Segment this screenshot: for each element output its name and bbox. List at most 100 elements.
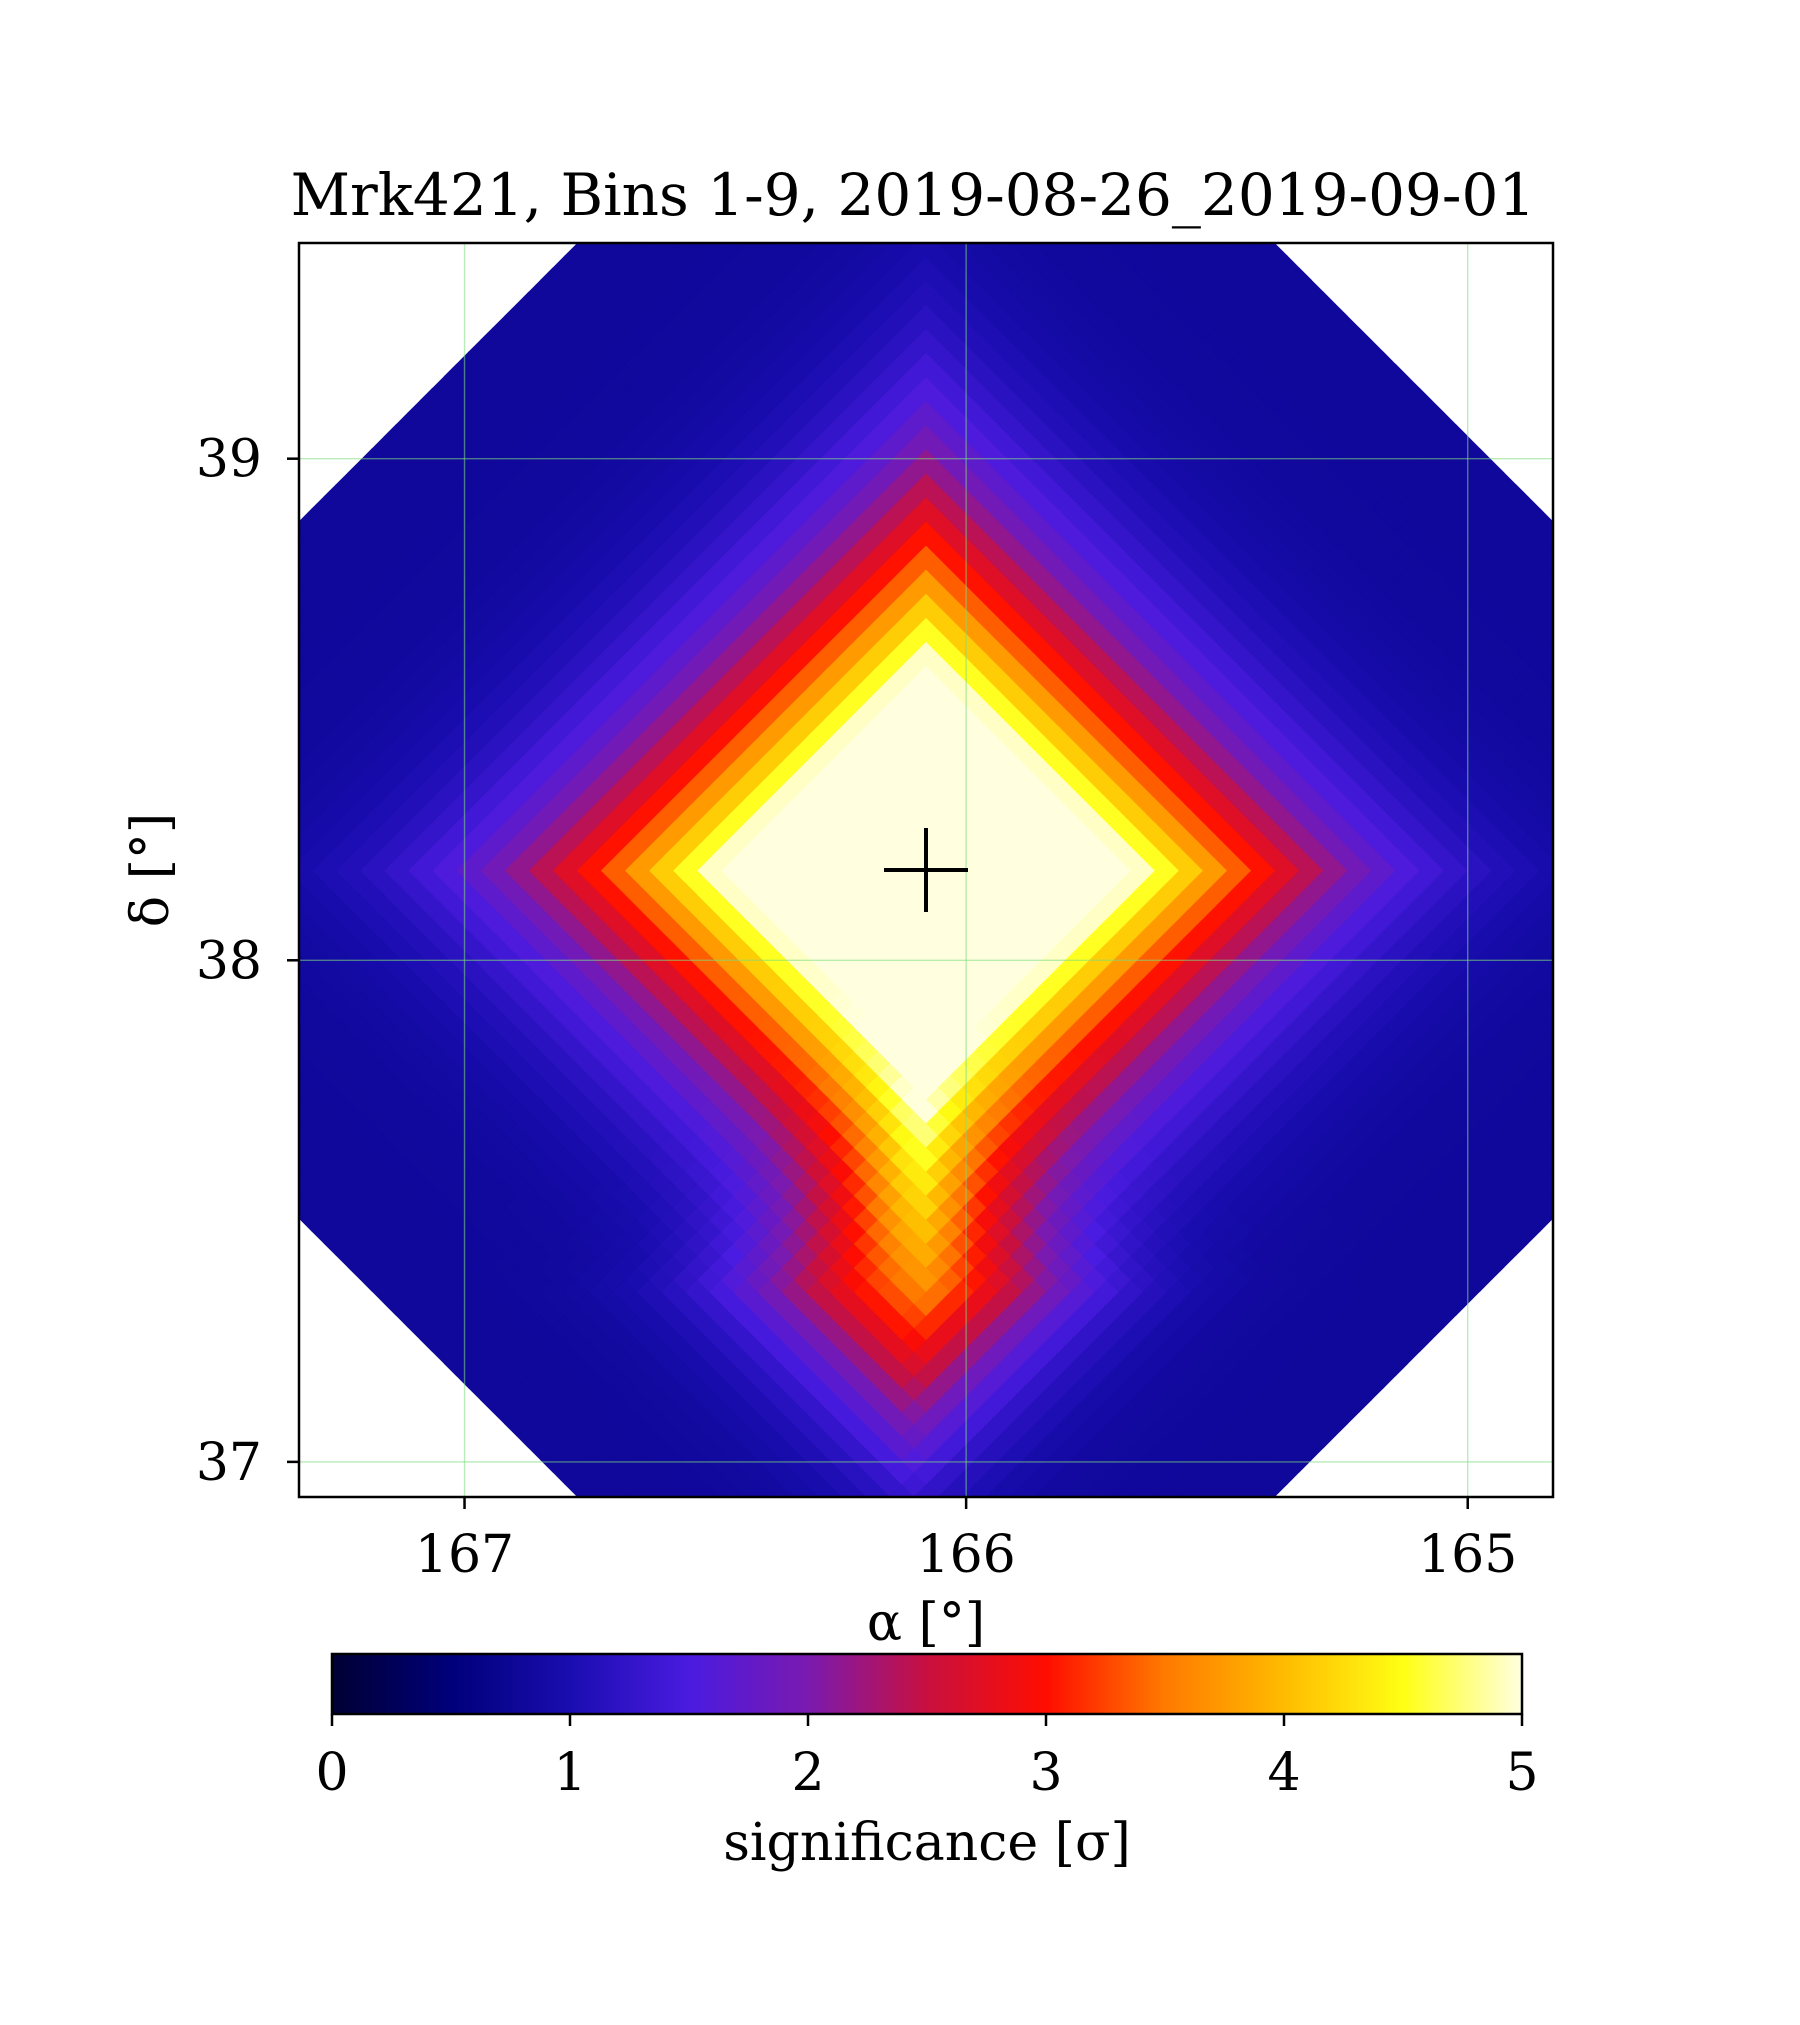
heatmap-pixel (1588, 1074, 1613, 1099)
heatmap-pixel (709, 1544, 734, 1569)
heatmap-pixel (264, 786, 289, 811)
heatmap-pixel (1106, 1508, 1131, 1533)
heatmap-pixel (757, 1544, 782, 1569)
heatmap-pixel (1600, 1062, 1625, 1087)
heatmap-pixel (252, 1087, 277, 1112)
heatmap-pixel (264, 1050, 289, 1075)
heatmap-pixel (1576, 942, 1601, 967)
heatmap-pixel (1106, 1532, 1131, 1557)
heatmap-pixel (1564, 1026, 1589, 1051)
heatmap-pixel (1564, 737, 1589, 762)
heatmap-pixel (733, 1544, 758, 1569)
heatmap-pixel (240, 1074, 265, 1099)
heatmap-pixel (1564, 930, 1589, 955)
heatmap-pixel (252, 990, 277, 1015)
heatmap-pixel (240, 834, 265, 859)
significance-heatmap (228, 243, 1625, 1569)
heatmap-pixel (1588, 689, 1613, 714)
heatmap-pixel (1600, 798, 1625, 823)
heatmap-pixel (1551, 1024, 1553, 1029)
heatmap-pixel (1588, 954, 1613, 979)
heatmap-pixel (1130, 1532, 1155, 1557)
heatmap-pixel (864, 1495, 868, 1497)
heatmap-pixel (649, 1532, 674, 1557)
heatmap-pixel (1080, 1495, 1085, 1497)
heatmap-pixel (252, 798, 277, 823)
heatmap-pixel (1564, 593, 1589, 618)
heatmap-pixel (1600, 653, 1625, 678)
heatmap-pixel (890, 1532, 915, 1557)
heatmap-pixel (228, 1087, 253, 1112)
heatmap-pixel (1082, 1508, 1107, 1533)
heatmap-pixel (299, 1048, 301, 1053)
heatmap-pixel (264, 858, 289, 883)
heatmap-pixel (252, 1159, 277, 1184)
heatmap-pixel (1118, 1520, 1143, 1545)
heatmap-pixel (228, 1014, 253, 1039)
heatmap-pixel (1551, 687, 1553, 692)
heatmap-pixel (299, 1193, 301, 1197)
heatmap-pixel (1191, 1544, 1216, 1569)
heatmap-pixel (695, 1495, 699, 1497)
heatmap-pixel (1588, 1002, 1613, 1026)
heatmap-pixel (1167, 1520, 1192, 1545)
heatmap-pixel (299, 1024, 301, 1029)
heatmap-pixel (1551, 1097, 1553, 1101)
heatmap-pixel (1551, 856, 1553, 860)
heatmap-pixel (1551, 735, 1553, 740)
heatmap-pixel (745, 1508, 770, 1533)
heatmap-pixel (1576, 774, 1601, 799)
heatmap-pixel (1564, 1002, 1589, 1026)
heatmap-pixel (1600, 942, 1625, 967)
heatmap-pixel (1576, 990, 1601, 1015)
heatmap-pixel (1129, 1495, 1133, 1497)
heatmap-pixel (228, 894, 253, 919)
heatmap-pixel (1600, 749, 1625, 774)
heatmap-pixel (1191, 1520, 1216, 1545)
heatmap-pixel (1588, 882, 1613, 907)
heatmap-pixel (661, 1544, 686, 1569)
heatmap-pixel (1046, 1520, 1071, 1545)
heatmap-pixel (878, 1544, 903, 1569)
heatmap-pixel (1203, 1508, 1228, 1533)
heatmap-pixel (299, 904, 301, 908)
heatmap-pixel (599, 1495, 603, 1497)
heatmap-pixel (1179, 1508, 1204, 1533)
heatmap-pixel (1588, 906, 1613, 931)
heatmap-pixel (1551, 880, 1553, 884)
heatmap-pixel (984, 1495, 988, 1497)
heatmap-pixel (613, 1520, 638, 1545)
heatmap-pixel (299, 808, 301, 812)
heatmap-pixel (854, 1520, 879, 1545)
heatmap-pixel (709, 1520, 734, 1545)
heatmap-pixel (1551, 639, 1553, 643)
heatmap-pixel (817, 1532, 842, 1557)
heatmap-pixel (264, 954, 289, 979)
heatmap-pixel (1576, 701, 1601, 726)
heatmap-pixel (1008, 1495, 1012, 1497)
heatmap-pixel (1588, 858, 1613, 883)
heatmap-pixel (1094, 1544, 1119, 1569)
heatmap-pixel (240, 882, 265, 907)
heatmap-pixel (1564, 906, 1589, 931)
heatmap-pixel (240, 1099, 265, 1124)
heatmap-pixel (264, 1099, 289, 1124)
heatmap-pixel (1576, 557, 1601, 582)
heatmap-pixel (1564, 810, 1589, 835)
heatmap-pixel (264, 906, 289, 931)
heatmap-pixel (960, 1495, 964, 1497)
heatmap-pixel (299, 880, 301, 884)
heatmap-pixel (228, 1038, 253, 1063)
heatmap-pixel (1564, 665, 1589, 690)
heatmap-pixel (816, 1495, 820, 1497)
heatmap-pixel (252, 1014, 277, 1039)
heatmap-pixel (1588, 834, 1613, 859)
heatmap-pixel (1070, 1520, 1095, 1545)
heatmap-pixel (1551, 1121, 1553, 1125)
heatmap-pixel (1576, 966, 1601, 991)
heatmap-pixel (1551, 615, 1553, 619)
heatmap-pixel (1576, 605, 1601, 630)
heatmap-pixel (1576, 749, 1601, 774)
heatmap-pixel (228, 1135, 253, 1160)
